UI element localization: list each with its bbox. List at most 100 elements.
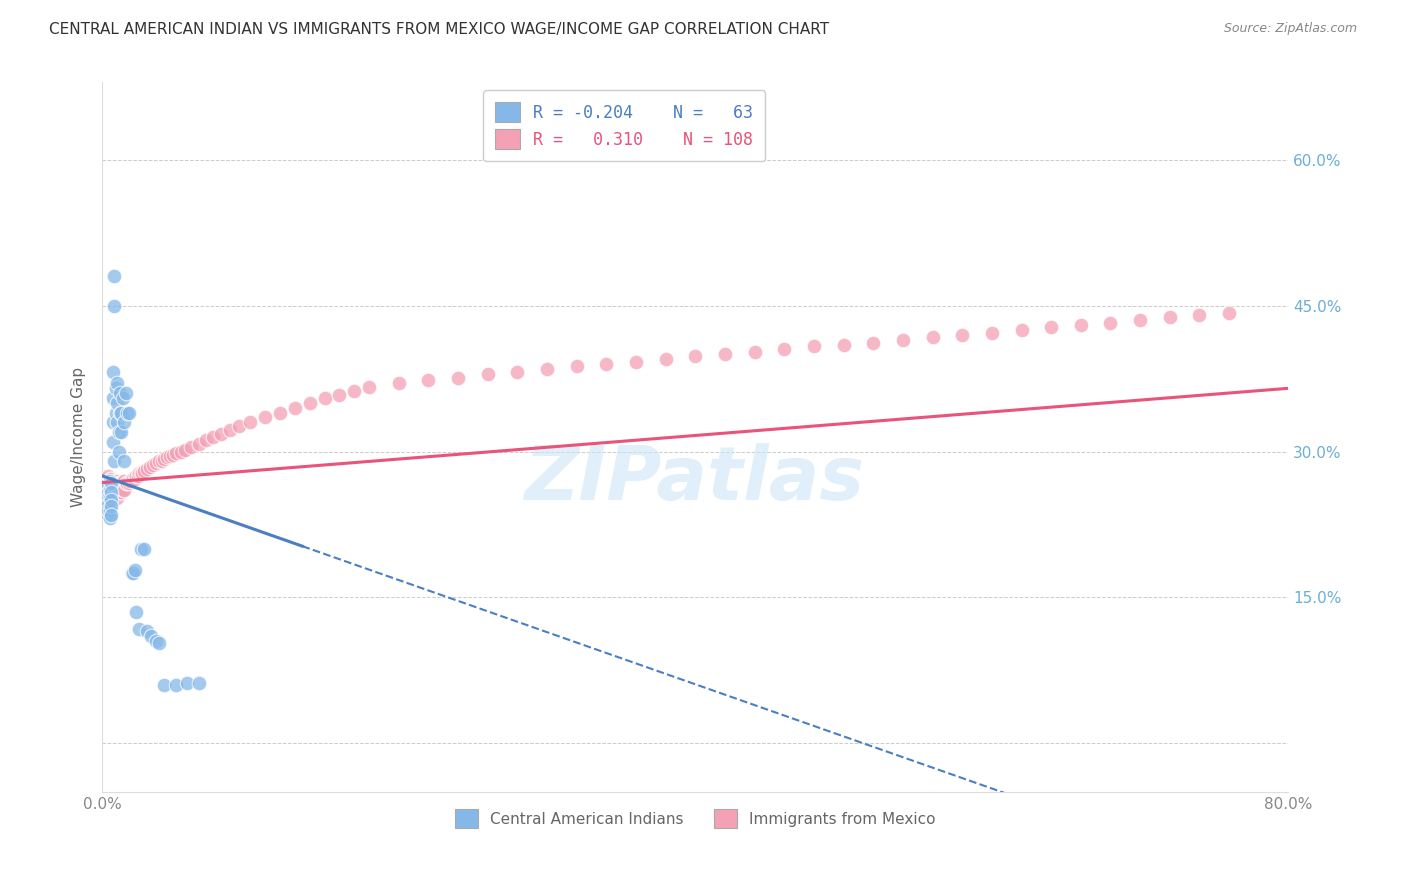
Point xyxy=(122,566,145,580)
Point xyxy=(111,474,134,488)
Point xyxy=(148,636,170,650)
Point xyxy=(94,472,117,486)
Point xyxy=(110,485,132,500)
Point xyxy=(98,472,121,486)
Point xyxy=(101,434,124,449)
Point xyxy=(254,410,277,425)
Point xyxy=(343,384,366,399)
Point xyxy=(101,483,124,498)
Point xyxy=(103,482,125,496)
Point xyxy=(110,406,132,420)
Point xyxy=(101,365,124,379)
Point xyxy=(328,388,350,402)
Point xyxy=(100,508,122,522)
Point xyxy=(111,391,134,405)
Point xyxy=(96,482,118,496)
Point xyxy=(105,376,128,391)
Point xyxy=(1099,316,1122,330)
Point xyxy=(980,326,1002,340)
Point xyxy=(115,386,138,401)
Point xyxy=(104,406,127,420)
Point xyxy=(104,475,127,490)
Point xyxy=(108,386,131,401)
Point xyxy=(98,474,121,488)
Point xyxy=(103,269,125,284)
Point xyxy=(174,442,197,457)
Point xyxy=(624,355,647,369)
Point xyxy=(803,339,825,353)
Point xyxy=(108,406,131,420)
Point xyxy=(153,678,176,692)
Point xyxy=(122,472,145,486)
Point xyxy=(685,349,707,363)
Point xyxy=(127,468,149,483)
Point xyxy=(239,415,262,429)
Point xyxy=(93,474,115,488)
Point xyxy=(228,419,250,434)
Point xyxy=(1011,323,1033,337)
Point xyxy=(536,362,558,376)
Point xyxy=(124,563,146,577)
Legend: Central American Indians, Immigrants from Mexico: Central American Indians, Immigrants fro… xyxy=(449,803,942,834)
Point xyxy=(950,327,973,342)
Text: CENTRAL AMERICAN INDIAN VS IMMIGRANTS FROM MEXICO WAGE/INCOME GAP CORRELATION CH: CENTRAL AMERICAN INDIAN VS IMMIGRANTS FR… xyxy=(49,22,830,37)
Point xyxy=(132,464,155,478)
Point xyxy=(110,425,132,439)
Point xyxy=(93,478,115,492)
Point xyxy=(101,415,124,429)
Point xyxy=(118,475,141,490)
Point xyxy=(111,483,134,498)
Point xyxy=(94,485,117,500)
Point xyxy=(107,444,129,458)
Point xyxy=(96,485,118,500)
Point xyxy=(129,466,152,480)
Point xyxy=(100,493,122,508)
Point xyxy=(1040,320,1063,334)
Text: Source: ZipAtlas.com: Source: ZipAtlas.com xyxy=(1223,22,1357,36)
Point xyxy=(97,475,120,490)
Point xyxy=(94,491,117,506)
Point xyxy=(159,450,181,464)
Point xyxy=(114,415,136,429)
Point xyxy=(98,478,121,492)
Point xyxy=(107,475,129,490)
Y-axis label: Wage/Income Gap: Wage/Income Gap xyxy=(72,367,86,507)
Point xyxy=(118,406,141,420)
Point xyxy=(125,605,148,619)
Point xyxy=(359,380,381,394)
Point xyxy=(97,503,120,517)
Point xyxy=(100,478,122,492)
Point xyxy=(142,458,165,472)
Point xyxy=(150,454,173,468)
Point xyxy=(108,485,131,500)
Point xyxy=(105,482,128,496)
Point xyxy=(269,406,291,420)
Point xyxy=(104,381,127,395)
Point xyxy=(108,475,131,490)
Point xyxy=(93,493,115,508)
Point xyxy=(131,466,153,480)
Point xyxy=(98,510,121,524)
Point xyxy=(125,468,148,483)
Point xyxy=(773,343,796,357)
Point xyxy=(121,472,143,486)
Point xyxy=(114,483,136,498)
Point xyxy=(96,482,118,496)
Point xyxy=(96,488,118,502)
Point xyxy=(145,634,167,648)
Point xyxy=(135,462,157,476)
Point xyxy=(105,396,128,410)
Point xyxy=(98,491,121,506)
Point xyxy=(96,475,118,490)
Point xyxy=(195,433,218,447)
Point xyxy=(121,566,143,580)
Point xyxy=(565,359,588,373)
Point xyxy=(209,427,232,442)
Point xyxy=(97,497,120,511)
Point xyxy=(117,475,139,490)
Point xyxy=(506,365,529,379)
Point xyxy=(218,423,240,437)
Point xyxy=(145,456,167,470)
Point xyxy=(477,367,499,381)
Point xyxy=(418,372,440,386)
